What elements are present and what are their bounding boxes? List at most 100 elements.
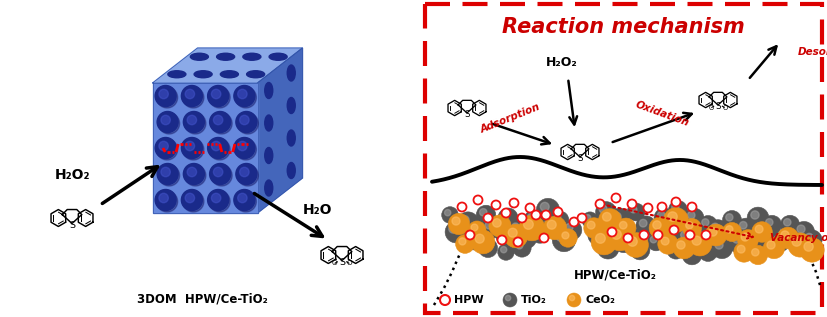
Circle shape — [461, 216, 469, 224]
Circle shape — [682, 245, 702, 265]
Circle shape — [237, 141, 247, 151]
Circle shape — [185, 165, 206, 186]
Circle shape — [445, 210, 451, 216]
Circle shape — [677, 227, 699, 249]
Ellipse shape — [220, 71, 238, 78]
Circle shape — [682, 218, 701, 237]
Circle shape — [540, 202, 549, 211]
Circle shape — [498, 208, 518, 228]
Circle shape — [639, 230, 648, 240]
Circle shape — [698, 232, 705, 239]
Circle shape — [184, 112, 204, 133]
Circle shape — [687, 211, 695, 219]
Circle shape — [157, 112, 178, 133]
Circle shape — [498, 244, 514, 260]
Circle shape — [570, 217, 579, 227]
Circle shape — [489, 215, 511, 237]
Circle shape — [185, 193, 194, 203]
Circle shape — [599, 209, 621, 231]
Circle shape — [612, 212, 621, 221]
Circle shape — [500, 247, 507, 253]
Circle shape — [705, 224, 727, 246]
Circle shape — [554, 214, 561, 221]
Circle shape — [624, 230, 631, 236]
Circle shape — [484, 214, 493, 223]
Circle shape — [648, 233, 665, 251]
Circle shape — [752, 222, 772, 242]
Circle shape — [448, 213, 470, 235]
Circle shape — [788, 233, 812, 257]
Circle shape — [657, 234, 678, 254]
Circle shape — [212, 89, 221, 99]
Circle shape — [236, 139, 256, 160]
Circle shape — [733, 234, 741, 243]
Text: S: S — [577, 154, 583, 163]
Circle shape — [672, 204, 679, 211]
Circle shape — [673, 237, 695, 259]
Circle shape — [805, 233, 813, 241]
Circle shape — [639, 219, 647, 227]
FancyBboxPatch shape — [425, 4, 822, 313]
Circle shape — [481, 242, 489, 249]
Circle shape — [236, 112, 257, 133]
Circle shape — [557, 232, 565, 241]
Circle shape — [155, 86, 176, 107]
Circle shape — [747, 207, 769, 229]
Circle shape — [462, 226, 486, 250]
Circle shape — [156, 139, 178, 160]
Circle shape — [516, 242, 523, 249]
Text: HPW: HPW — [454, 295, 484, 305]
Circle shape — [505, 295, 511, 301]
Circle shape — [537, 198, 560, 222]
Circle shape — [627, 203, 645, 221]
Circle shape — [234, 138, 255, 158]
Circle shape — [161, 115, 170, 125]
Ellipse shape — [246, 71, 265, 78]
Circle shape — [524, 210, 544, 230]
Circle shape — [569, 295, 575, 301]
Circle shape — [588, 225, 608, 245]
Circle shape — [763, 237, 785, 259]
Circle shape — [187, 167, 197, 177]
Text: H₂O: H₂O — [304, 203, 332, 217]
Circle shape — [802, 230, 822, 250]
Circle shape — [566, 223, 573, 231]
Polygon shape — [152, 48, 303, 83]
Circle shape — [681, 231, 689, 239]
Circle shape — [654, 208, 674, 228]
Circle shape — [181, 190, 203, 210]
Circle shape — [650, 236, 657, 243]
Circle shape — [584, 218, 605, 238]
Circle shape — [665, 224, 673, 233]
Circle shape — [525, 204, 534, 212]
Circle shape — [737, 245, 745, 253]
Circle shape — [157, 164, 178, 184]
Text: Vacancy oxygen: Vacancy oxygen — [770, 233, 827, 243]
Circle shape — [723, 210, 742, 230]
Text: O: O — [332, 261, 337, 267]
Circle shape — [552, 228, 576, 252]
Circle shape — [692, 236, 701, 245]
Polygon shape — [257, 48, 303, 213]
Circle shape — [236, 164, 257, 184]
Circle shape — [187, 115, 197, 125]
Circle shape — [236, 87, 256, 108]
Circle shape — [745, 239, 762, 257]
Circle shape — [493, 219, 501, 227]
Circle shape — [577, 214, 586, 223]
Circle shape — [709, 228, 717, 236]
Circle shape — [784, 219, 791, 226]
Circle shape — [208, 86, 228, 107]
Circle shape — [688, 232, 712, 256]
Circle shape — [595, 234, 605, 243]
Text: O: O — [709, 105, 714, 111]
Circle shape — [452, 217, 460, 225]
Ellipse shape — [243, 53, 261, 60]
Circle shape — [792, 237, 801, 246]
Circle shape — [209, 139, 230, 160]
Circle shape — [440, 295, 450, 305]
Ellipse shape — [265, 180, 273, 196]
Circle shape — [562, 220, 582, 240]
Circle shape — [456, 235, 475, 253]
Circle shape — [211, 165, 232, 186]
